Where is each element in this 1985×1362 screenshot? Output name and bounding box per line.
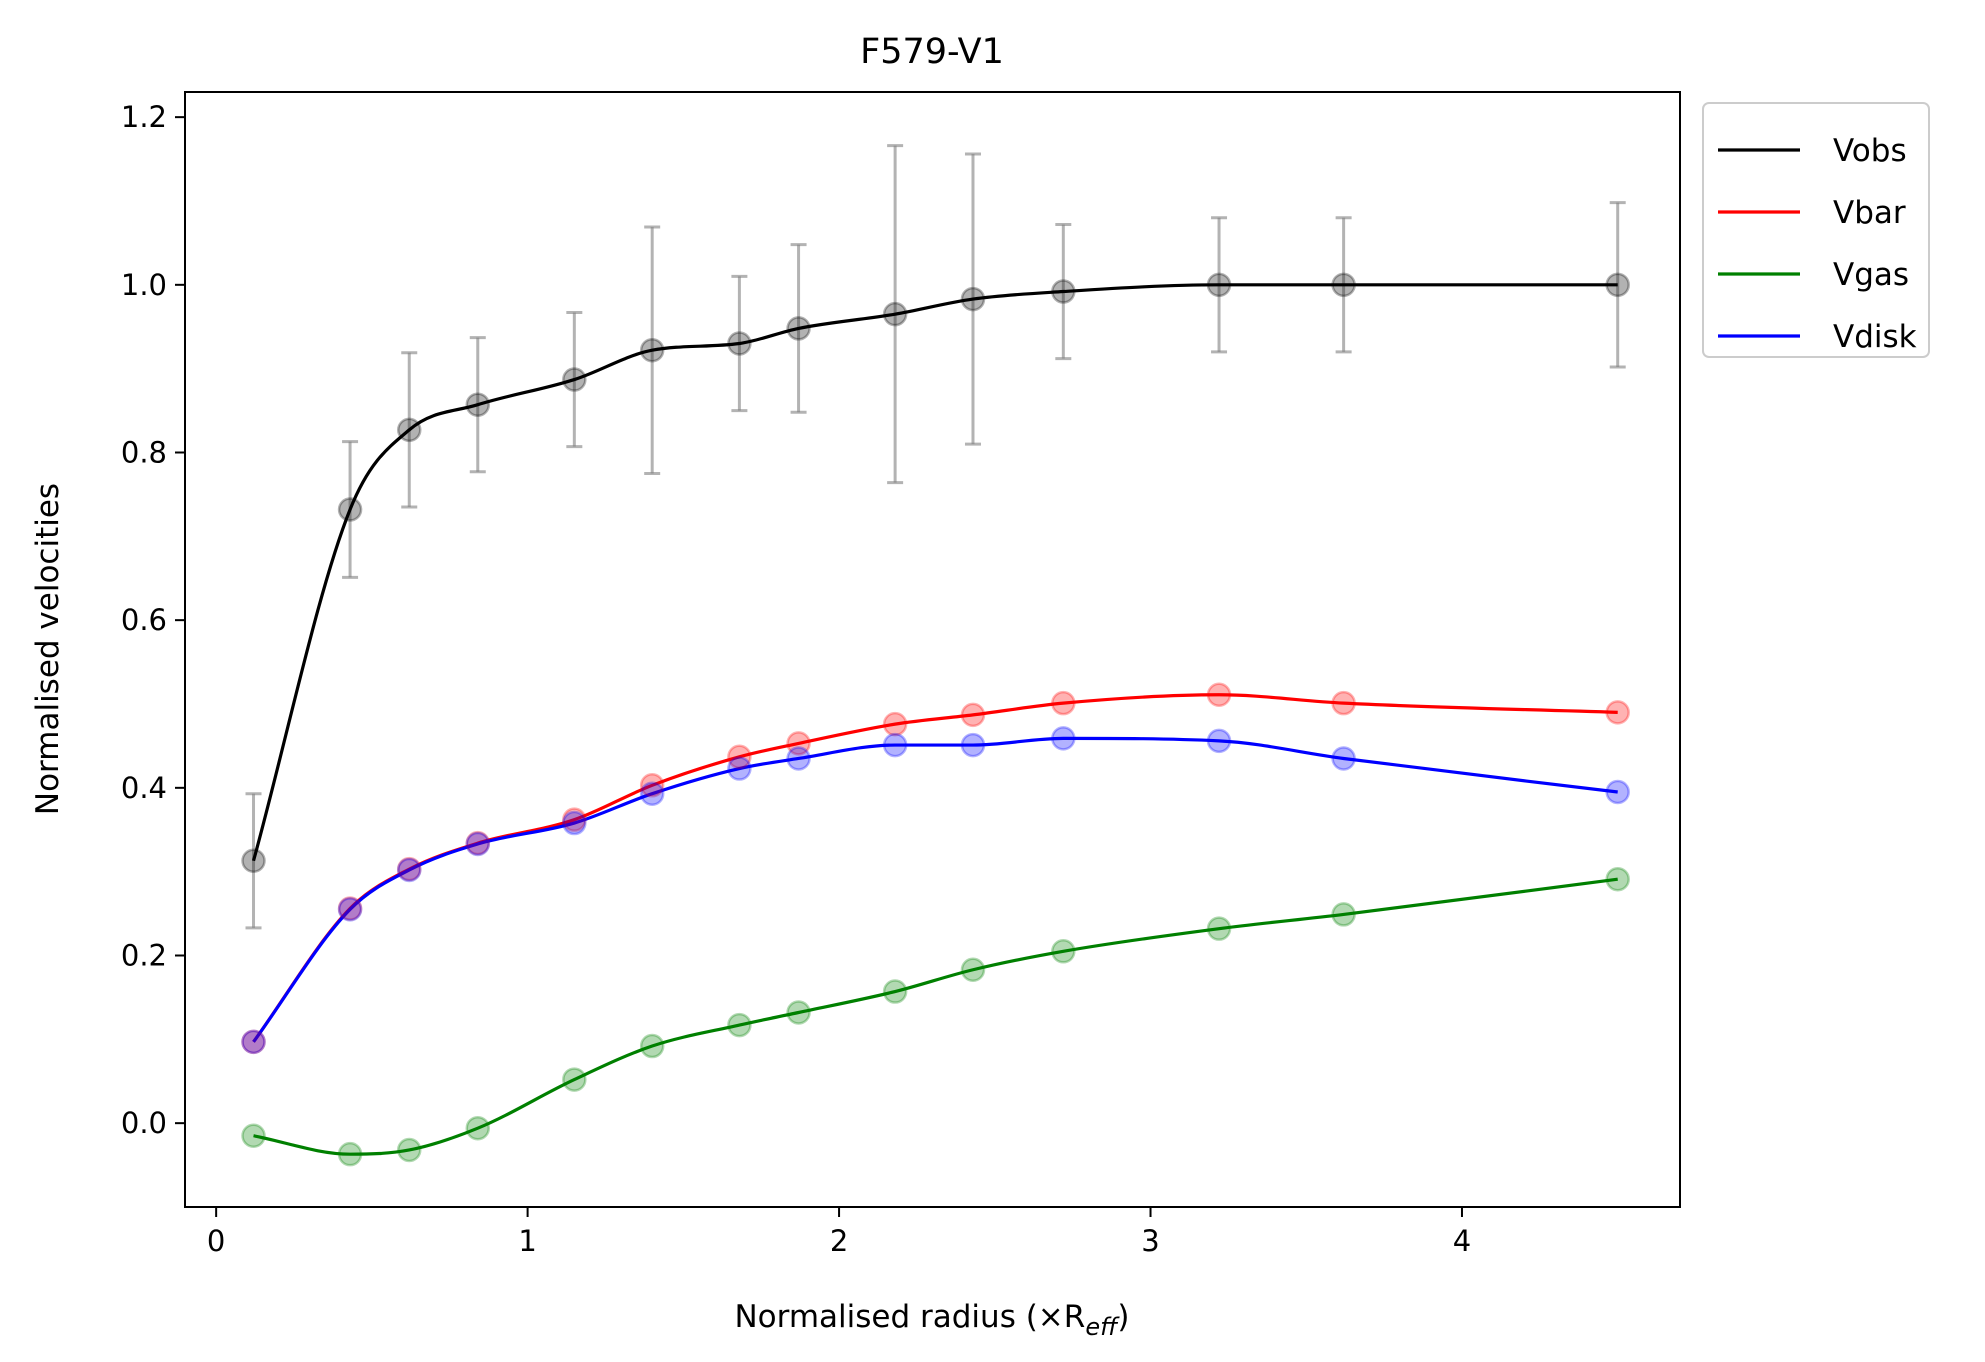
legend: Vobs Vbar Vgas Vdisk: [1703, 103, 1929, 357]
data-point-vdisk: [1208, 730, 1230, 752]
data-point-vbar: [962, 704, 984, 726]
data-point-vobs: [728, 333, 750, 355]
data-point-vdisk: [243, 1031, 265, 1053]
legend-label-vgas: Vgas: [1833, 257, 1909, 293]
y-tick-label: 0.4: [121, 771, 167, 805]
data-point-vgas: [398, 1139, 420, 1161]
data-point-vobs: [563, 369, 585, 391]
data-point-vgas: [788, 1002, 810, 1024]
y-tick-label: 1.2: [121, 100, 167, 134]
x-tick-label: 4: [1453, 1224, 1471, 1258]
data-point-vgas: [1208, 918, 1230, 940]
data-point-vdisk: [728, 758, 750, 780]
y-tick-label: 0.6: [121, 603, 167, 637]
data-point-vbar: [1607, 701, 1629, 723]
data-point-vgas: [1333, 903, 1355, 925]
data-point-vobs: [1333, 274, 1355, 296]
data-point-vgas: [1607, 868, 1629, 890]
data-point-vobs: [1052, 281, 1074, 303]
data-point-vobs: [467, 394, 489, 416]
x-tick-label: 1: [518, 1224, 536, 1258]
data-point-vgas: [884, 981, 906, 1003]
data-point-vobs: [1208, 274, 1230, 296]
data-point-vdisk: [339, 898, 361, 920]
data-point-vobs: [398, 419, 420, 441]
y-tick-label: 1.0: [121, 268, 167, 302]
x-axis-label: Normalised radius (×Reff): [734, 1299, 1129, 1341]
legend-label-vdisk: Vdisk: [1833, 319, 1917, 355]
data-point-vobs: [641, 339, 663, 361]
x-tick-label: 0: [207, 1224, 225, 1258]
data-point-vdisk: [788, 747, 810, 769]
y-tick-label: 0.0: [121, 1106, 167, 1140]
x-axis-label-main: Normalised radius (×R: [734, 1299, 1085, 1335]
data-point-vobs: [243, 850, 265, 872]
data-point-vbar: [1208, 684, 1230, 706]
data-point-vgas: [641, 1035, 663, 1057]
legend-label-vbar: Vbar: [1833, 195, 1906, 231]
data-point-vobs: [339, 498, 361, 520]
data-point-vbar: [1333, 692, 1355, 714]
data-point-vgas: [962, 959, 984, 981]
data-point-vobs: [1607, 274, 1629, 296]
x-axis-label-close: ): [1117, 1299, 1129, 1335]
data-point-vobs: [884, 303, 906, 325]
y-axis-label: Normalised velocities: [30, 483, 66, 815]
data-point-vobs: [788, 317, 810, 339]
data-point-vgas: [243, 1125, 265, 1147]
data-point-vdisk: [1607, 781, 1629, 803]
data-point-vgas: [728, 1014, 750, 1036]
legend-label-vobs: Vobs: [1833, 133, 1907, 169]
x-tick-label: 3: [1141, 1224, 1159, 1258]
x-axis-ticks: 0 1 2 3 4: [207, 1207, 1471, 1258]
data-point-vdisk: [1333, 747, 1355, 769]
data-point-vbar: [884, 713, 906, 735]
y-tick-label: 0.8: [121, 435, 167, 469]
data-point-vgas: [1052, 940, 1074, 962]
data-point-vdisk: [563, 812, 585, 834]
data-point-vdisk: [641, 783, 663, 805]
data-point-vdisk: [1052, 727, 1074, 749]
data-point-vdisk: [467, 833, 489, 855]
data-point-vgas: [339, 1143, 361, 1165]
y-axis-ticks: 0.0 0.2 0.4 0.6 0.8 1.0 1.2: [121, 100, 185, 1140]
data-point-vdisk: [962, 734, 984, 756]
data-point-vbar: [1052, 692, 1074, 714]
data-point-vgas: [563, 1069, 585, 1091]
y-tick-label: 0.2: [121, 938, 167, 972]
plot-area: [185, 92, 1680, 1207]
data-point-vdisk: [398, 859, 420, 881]
data-point-vobs: [962, 288, 984, 310]
chart-title: F579-V1: [860, 32, 1004, 72]
x-axis-label-subscript: eff: [1085, 1313, 1120, 1341]
x-tick-label: 2: [830, 1224, 848, 1258]
data-point-vdisk: [884, 734, 906, 756]
data-point-vgas: [467, 1117, 489, 1139]
